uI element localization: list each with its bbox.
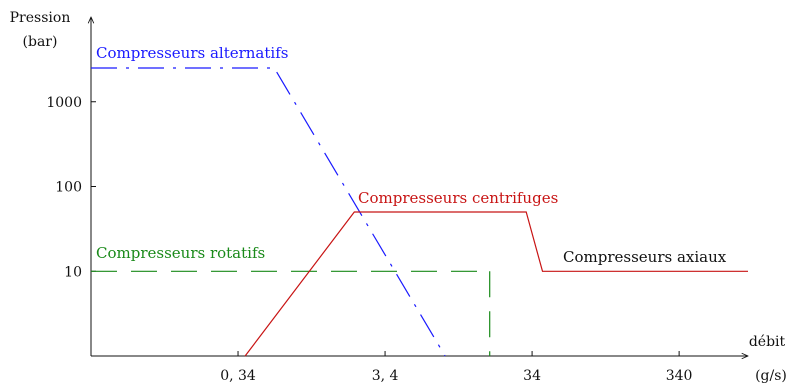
x-tick-label-3: 340 — [666, 368, 693, 384]
x-axis-title-line2: (g/s) — [755, 368, 787, 384]
x-tick-label-2: 34 — [523, 368, 541, 384]
x-tick-label-1: 3, 4 — [372, 368, 399, 384]
series-label-centrifuges: Compresseurs centrifuges — [358, 189, 558, 207]
y-ticks: 10 100 1000 — [46, 95, 96, 280]
series-label-axiaux: Compresseurs axiaux — [563, 248, 727, 266]
series-label-alternatifs: Compresseurs alternatifs — [96, 44, 288, 62]
x-axis-title-line1: débit — [749, 334, 786, 350]
y-tick-label-2: 1000 — [46, 95, 82, 111]
x-tick-label-0: 0, 34 — [220, 368, 256, 384]
series-label-rotatifs: Compresseurs rotatifs — [96, 244, 265, 262]
y-axis-title-line2: (bar) — [23, 34, 58, 50]
series-line-compresseurs-alternatifs — [91, 67, 446, 357]
x-ticks: 0, 34 3, 4 34 340 — [220, 351, 692, 384]
series-line-compresseurs-centrifuges — [244, 211, 748, 357]
y-tick-label-0: 10 — [64, 264, 82, 280]
y-axis-title-line1: Pression — [10, 10, 71, 26]
series-lines — [91, 67, 748, 357]
y-tick-label-1: 100 — [55, 180, 82, 196]
